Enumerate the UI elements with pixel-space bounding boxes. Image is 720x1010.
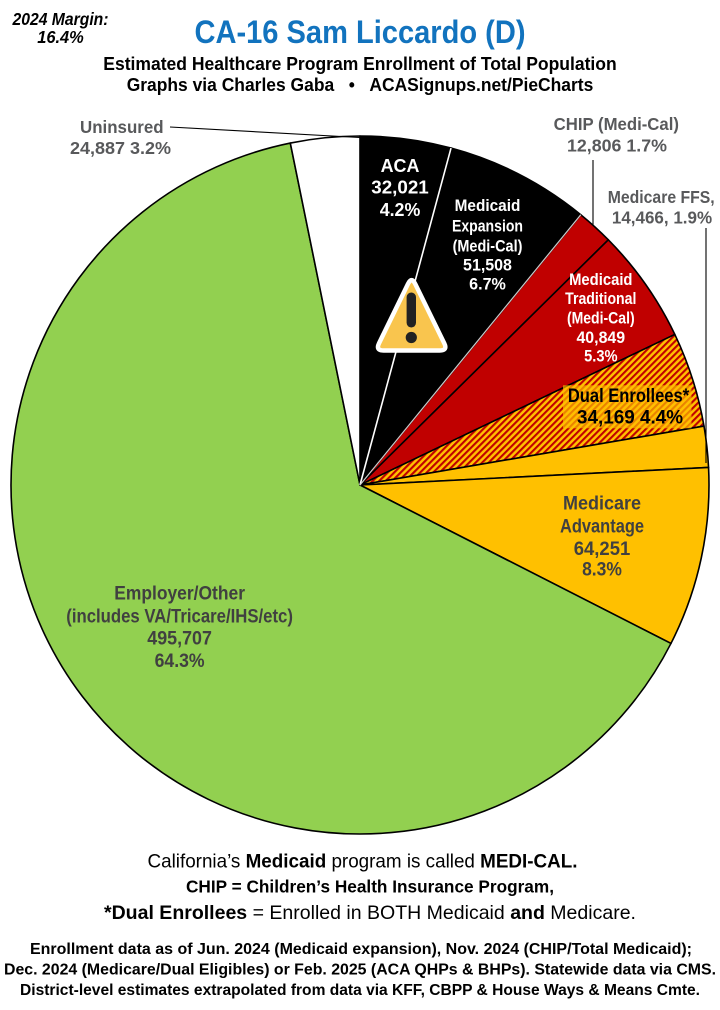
svg-text:*Dual Enrollees = Enrolled in: *Dual Enrollees = Enrolled in BOTH Medic…	[104, 902, 636, 924]
svg-text:Estimated Healthcare Program E: Estimated Healthcare Program Enrollment …	[103, 53, 616, 74]
svg-text:495,707: 495,707	[147, 628, 212, 650]
svg-text:Dec. 2024 (Medicare/Dual Eligi: Dec. 2024 (Medicare/Dual Eligibles) or F…	[4, 962, 716, 979]
svg-text:District-level estimates extra: District-level estimates extrapolated fr…	[20, 982, 700, 999]
svg-text:5.3%: 5.3%	[584, 348, 618, 366]
svg-text:Expansion: Expansion	[452, 217, 523, 236]
svg-text:CHIP (Medi-Cal): CHIP (Medi-Cal)	[554, 114, 679, 134]
svg-text:Dual Enrollees*: Dual Enrollees*	[568, 386, 690, 407]
svg-text:14,466, 1.9%: 14,466, 1.9%	[612, 207, 713, 227]
svg-text:6.7%: 6.7%	[469, 275, 506, 294]
svg-text:16.4%: 16.4%	[37, 27, 84, 47]
svg-text:51,508: 51,508	[463, 256, 512, 275]
svg-text:(Medi-Cal): (Medi-Cal)	[567, 310, 635, 328]
svg-text:Medicaid: Medicaid	[455, 196, 521, 215]
svg-text:4.2%: 4.2%	[380, 199, 421, 220]
svg-text:(includes VA/Tricare/IHS/etc): (includes VA/Tricare/IHS/etc)	[66, 606, 293, 628]
svg-text:32,021: 32,021	[371, 177, 429, 198]
svg-text:Enrollment data as of Jun. 202: Enrollment data as of Jun. 2024 (Medicai…	[30, 941, 692, 958]
svg-text:Advantage: Advantage	[560, 517, 644, 538]
svg-text:Medicare: Medicare	[563, 494, 641, 515]
svg-text:California’s Medicaid program: California’s Medicaid program is called …	[148, 851, 578, 873]
svg-text:Medicaid: Medicaid	[569, 271, 632, 289]
svg-text:Uninsured: Uninsured	[80, 117, 164, 137]
svg-text:CHIP = Children’s Health Insur: CHIP = Children’s Health Insurance Progr…	[186, 877, 554, 897]
svg-text:(Medi-Cal): (Medi-Cal)	[453, 237, 523, 256]
svg-text:40,849: 40,849	[576, 329, 625, 347]
svg-text:24,887 3.2%: 24,887 3.2%	[70, 138, 171, 158]
svg-text:Employer/Other: Employer/Other	[114, 583, 245, 605]
svg-text:34,169 4.4%: 34,169 4.4%	[577, 408, 683, 429]
svg-text:Graphs via Charles Gaba •: Graphs via Charles Gaba • ACASignups.net…	[127, 74, 594, 95]
svg-text:ACA: ACA	[381, 155, 420, 176]
svg-text:8.3%: 8.3%	[582, 560, 622, 581]
svg-text:64,251: 64,251	[574, 539, 631, 560]
svg-text:Traditional: Traditional	[565, 290, 636, 308]
svg-text:2024 Margin:: 2024 Margin:	[12, 9, 109, 29]
svg-text:Medicare FFS,: Medicare FFS,	[608, 187, 715, 207]
svg-text:64.3%: 64.3%	[155, 650, 205, 672]
svg-text:12,806 1.7%: 12,806 1.7%	[567, 135, 667, 155]
svg-text:CA-16 Sam Liccardo (D): CA-16 Sam Liccardo (D)	[195, 14, 526, 50]
